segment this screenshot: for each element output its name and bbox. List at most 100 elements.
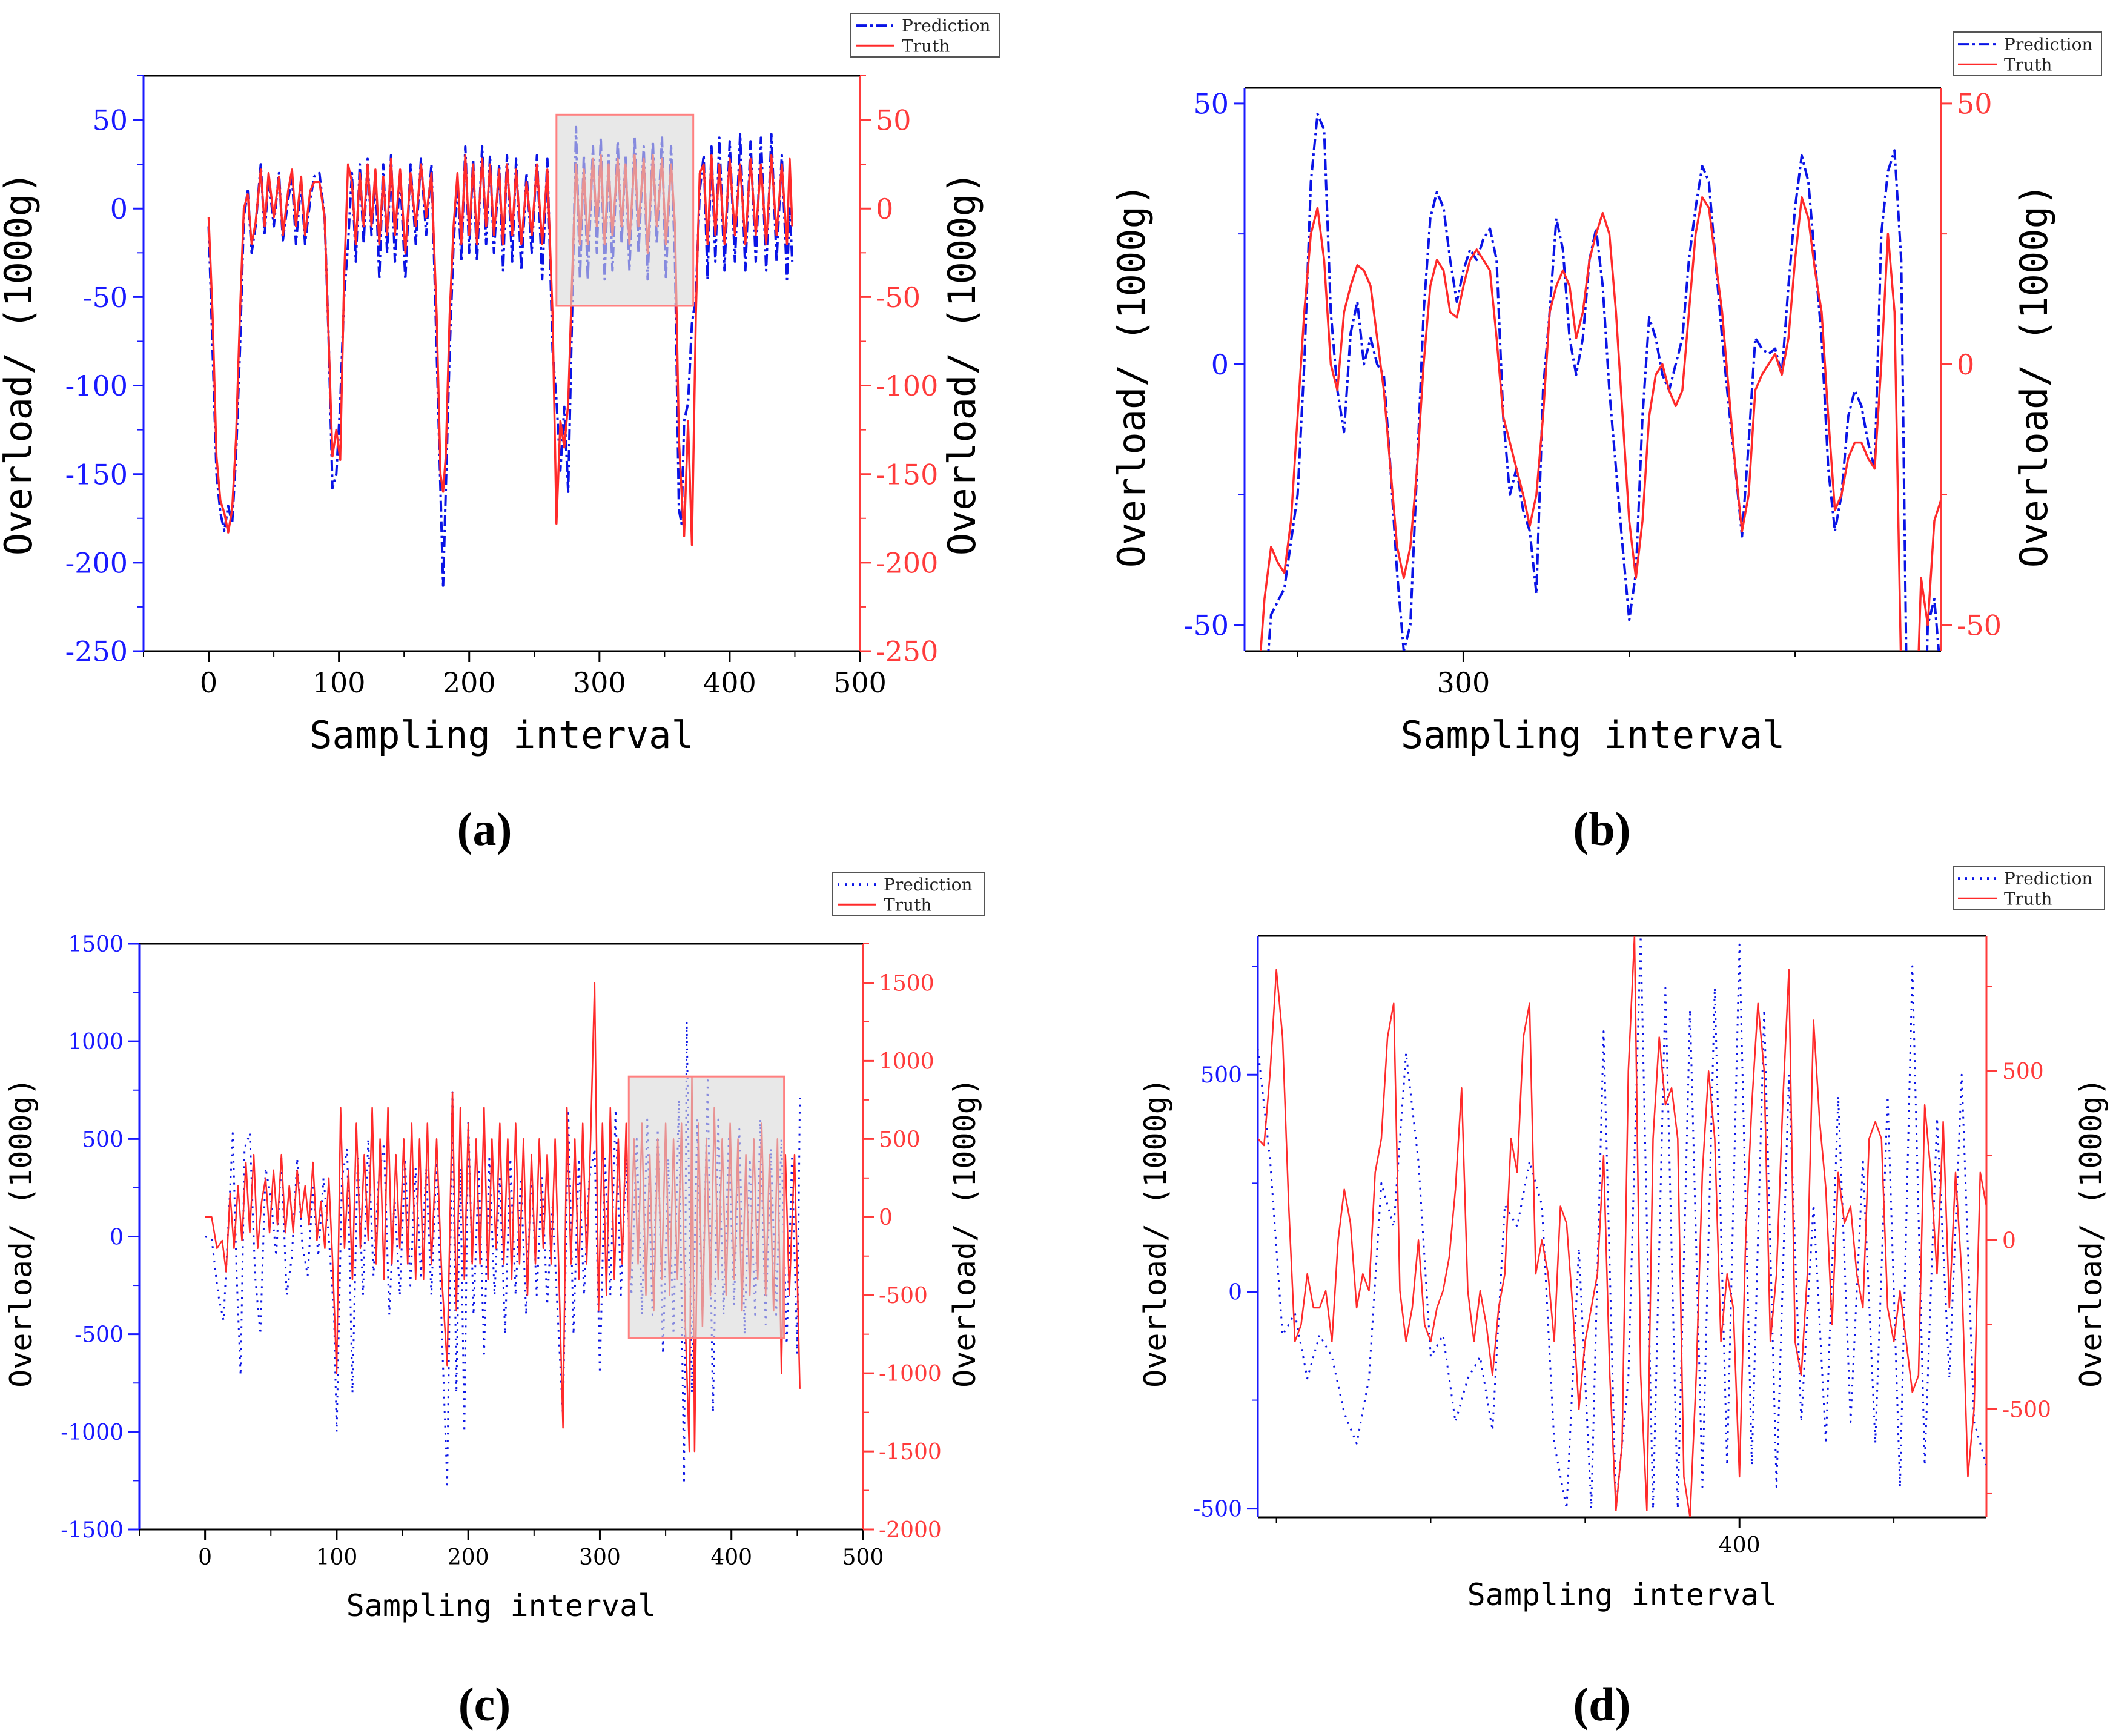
panel-c-y-left-tick-label: 1500	[68, 932, 124, 957]
panel-c-y-right-tick-label: -2000	[879, 1518, 942, 1543]
panel-a-x-axis-label: Sampling interval	[309, 713, 694, 757]
panel-c-x-tick-label: 300	[579, 1545, 621, 1570]
panel-c-y-right-tick-label: 1500	[879, 971, 934, 996]
panel-d-y-right-tick-label: 0	[2002, 1228, 2016, 1253]
panel-c-legend-box	[832, 872, 985, 916]
panel-c-y-right-tick-label: -1000	[879, 1362, 942, 1386]
panel-d-y-left-tick-label: 500	[1200, 1063, 1242, 1088]
panel-d-y-right-tick-label: 500	[2002, 1059, 2044, 1084]
panel-a-y-left-tick-label: -100	[65, 369, 128, 402]
panel-c-x-tick-label: 400	[710, 1545, 752, 1570]
panel-b-plot-area	[1259, 113, 1941, 651]
panel-b-y-left-tick-label: 0	[1211, 348, 1229, 381]
panel-a-x-tick-label: 100	[312, 666, 366, 699]
panel-c-legend-prediction-label: Prediction	[884, 875, 972, 895]
panel-d-y-left-tick-label: 0	[1228, 1280, 1242, 1305]
panel-a-legend-prediction-label: Prediction	[902, 16, 990, 36]
panel-a-y-left-tick-label: -150	[65, 458, 128, 491]
panel-a-y-left-tick-label: -200	[65, 546, 128, 579]
panel-d-y-axis-label-left: Overload/ (1000g)	[1138, 1078, 1173, 1388]
panel-c-y-left-tick-label: 1000	[68, 1030, 124, 1055]
panel-a-y-axis-label-right: Overload/ (1000g)	[940, 171, 984, 556]
panel-a-y-left-tick-label: 0	[110, 193, 128, 225]
panel-b-y-left-tick-label: 50	[1193, 87, 1229, 120]
panel-a-y-left-tick-label: 50	[92, 104, 128, 137]
panel-c-x-tick-label: 0	[198, 1545, 212, 1570]
panel-c-y-left-tick-label: -1500	[61, 1518, 124, 1543]
panel-b-y-left-tick-label: -50	[1184, 609, 1229, 642]
panel-d-series-truth	[1258, 936, 1986, 1517]
panel-a-x-tick-label: 0	[200, 666, 217, 699]
panel-d-legend-truth-label: Truth	[2004, 889, 2052, 909]
panel-a-x-tick-label: 500	[833, 666, 887, 699]
panel-a-highlight-box	[555, 113, 695, 307]
panel-a-y-right-tick-label: 50	[876, 104, 911, 137]
panel-d-x-tick-label: 400	[1719, 1533, 1761, 1558]
panel-c-x-tick-label: 200	[448, 1545, 489, 1570]
panel-b-y-right-tick-label: -50	[1957, 609, 2002, 642]
panel-label-c: (c)	[458, 1678, 511, 1731]
panel-a-x-tick-label: 200	[443, 666, 496, 699]
panel-c-x-tick-label: 500	[842, 1545, 884, 1570]
panel-b: 300 50 0 -50 50 0 -50 Sampling interval Overload…	[1109, 31, 2102, 757]
panel-b-x-axis-label: Sampling interval	[1401, 713, 1785, 757]
panel-b-y-axis-label-right: Overload/ (1000g)	[2012, 184, 2056, 568]
panel-b-series-prediction	[1267, 113, 1940, 651]
panel-c-legend-truth-label: Truth	[884, 895, 931, 915]
panel-a-y-right-tick-label: -50	[876, 281, 921, 314]
panel-label-b: (b)	[1573, 803, 1630, 855]
panel-a-y-right-tick-label: 0	[876, 193, 893, 225]
panel-b-y-axis-label-left: Overload/ (1000g)	[1109, 184, 1154, 568]
panel-a-series-truth	[207, 154, 793, 546]
panel-c-y-right-tick-label: -500	[879, 1284, 928, 1308]
panel-c: 0 100 200 300 400 500 1500 1000 500 0 -500 -1000 -15…	[4, 872, 985, 1623]
panel-a-x-tick-label: 300	[573, 666, 626, 699]
panel-d-legend-prediction-label: Prediction	[2004, 869, 2092, 889]
panel-b-series-truth	[1259, 196, 1941, 651]
panel-c-y-left-tick-label: 0	[110, 1225, 124, 1250]
panel-c-y-axis-label-left: Overload/ (1000g)	[4, 1078, 39, 1388]
panel-c-y-left-tick-label: -1000	[61, 1420, 124, 1445]
panel-a-y-left-tick-label: -250	[65, 635, 128, 668]
panel-b-y-right-tick-label: 0	[1957, 348, 1974, 381]
panel-a-plot-area	[207, 125, 794, 587]
panel-c-y-right-tick-label: -1500	[879, 1440, 942, 1465]
panel-b-y-right-tick-label: 50	[1957, 87, 1992, 120]
panel-a-x-tick-label: 400	[703, 666, 756, 699]
panel-a-legend-truth-label: Truth	[902, 36, 950, 56]
panel-label-a: (a)	[457, 803, 512, 855]
panel-b-legend-truth-label: Truth	[2004, 55, 2052, 75]
panel-c-highlight-box	[627, 1075, 785, 1339]
panel-a-y-right-tick-label: -100	[876, 369, 938, 402]
panel-c-y-right-tick-label: 0	[879, 1205, 893, 1230]
panel-c-x-tick-label: 100	[316, 1545, 358, 1570]
panel-a: 0 100 200 300 400 500500-50-100-150-200-25050…	[0, 13, 1000, 757]
panel-d-y-right-tick-label: -500	[2002, 1397, 2051, 1422]
panel-a-y-right-tick-label: -200	[876, 546, 938, 579]
panel-d-y-axis-label-right: Overload/ (1000g)	[2074, 1078, 2109, 1388]
panel-b-legend-box	[1953, 31, 2102, 76]
panel-c-x-axis-label: Sampling interval	[346, 1588, 656, 1623]
panel-c-y-right-tick-label: 500	[879, 1127, 921, 1152]
panel-a-y-axis-label-left: Overload/ (1000g)	[0, 171, 41, 556]
panel-label-d: (d)	[1573, 1678, 1630, 1731]
panel-d-x-axis-label: Sampling interval	[1467, 1577, 1777, 1612]
panel-d-plot-area	[1258, 936, 1986, 1517]
panel-a-y-left-tick-label: -50	[83, 281, 128, 314]
panel-a-y-right-tick-label: -250	[876, 635, 938, 668]
panel-a-y-right-tick-label: -150	[876, 458, 938, 491]
panel-d-y-left-tick-label: -500	[1193, 1497, 1242, 1522]
panel-d: 400 500 0 -500 500 0 -500 Sampling interval Over…	[1138, 866, 2109, 1612]
panel-a-legend-box	[850, 13, 1000, 58]
panel-c-y-right-tick-label: 1000	[879, 1049, 934, 1074]
panel-b-legend-prediction-label: Prediction	[2004, 35, 2092, 55]
panel-c-y-axis-label-right: Overload/ (1000g)	[947, 1078, 982, 1388]
panel-c-y-left-tick-label: 500	[82, 1127, 124, 1152]
panel-c-y-left-tick-label: -500	[74, 1323, 124, 1348]
panel-d-legend-box	[1953, 866, 2105, 910]
